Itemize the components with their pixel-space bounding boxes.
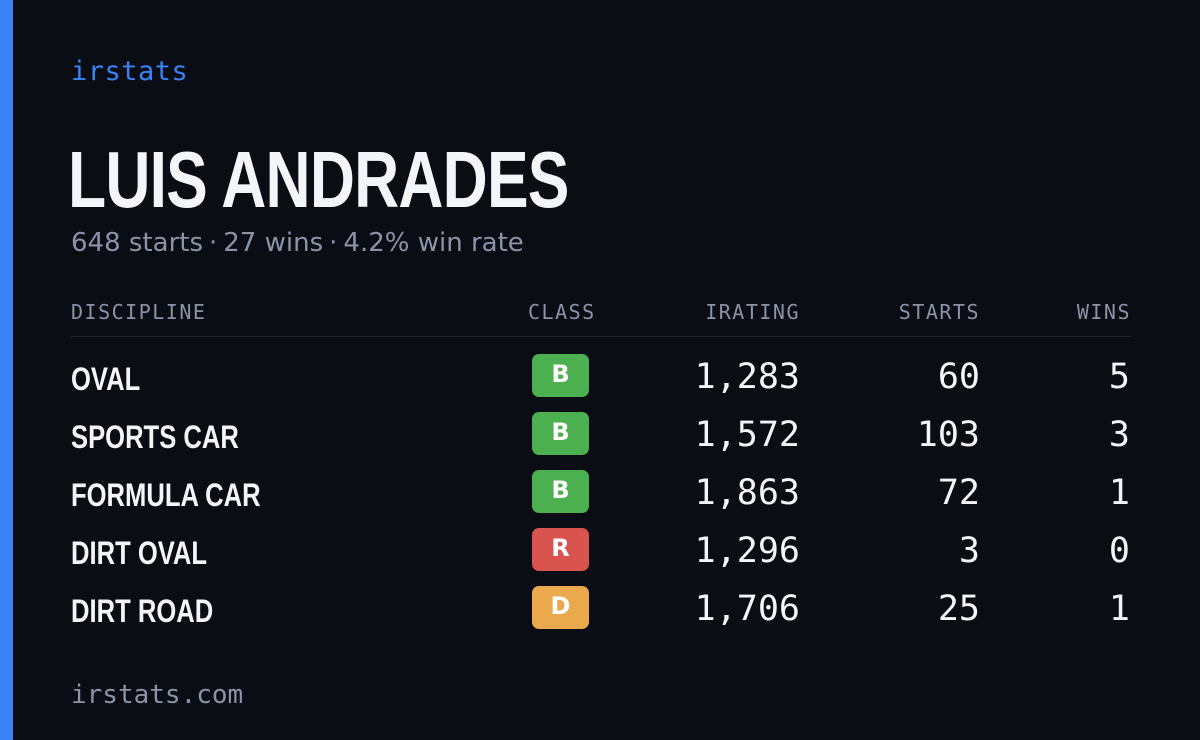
player-name: LUIS ANDRADES — [68, 135, 569, 224]
starts-value: 3 — [958, 531, 980, 571]
header-starts: STARTS — [898, 300, 980, 324]
footer-url: irstats.com — [71, 680, 244, 710]
table-header: DISCIPLINE CLASS IRATING STARTS WINS — [71, 296, 1131, 337]
class-badge: B — [532, 412, 589, 455]
irating-value: 1,863 — [694, 473, 800, 513]
table-row: OVAL B 1,283 60 5 — [71, 337, 1131, 397]
discipline-name: DIRT ROAD — [71, 593, 214, 629]
class-badge: D — [532, 586, 589, 629]
wins-value: 1 — [1108, 589, 1130, 629]
starts-summary: 648 starts — [71, 228, 203, 258]
player-summary: 648 starts · 27 wins · 4.2% win rate — [71, 228, 524, 258]
discipline-name: DIRT OVAL — [71, 535, 208, 571]
class-badge: B — [532, 354, 589, 397]
header-discipline: DISCIPLINE — [71, 300, 207, 324]
starts-value: 25 — [937, 589, 980, 629]
irating-value: 1,283 — [694, 357, 800, 397]
summary-separator: · — [329, 228, 338, 258]
table-row: SPORTS CAR B 1,572 103 3 — [71, 395, 1131, 455]
wins-value: 3 — [1108, 415, 1130, 455]
irating-value: 1,296 — [694, 531, 800, 571]
header-irating: IRATING — [705, 300, 800, 324]
summary-separator: · — [209, 228, 218, 258]
starts-value: 103 — [916, 415, 980, 455]
accent-bar — [0, 0, 13, 740]
win-rate-summary: 4.2% win rate — [343, 228, 524, 258]
class-badge: B — [532, 470, 589, 513]
wins-value: 5 — [1108, 357, 1130, 397]
irating-value: 1,706 — [694, 589, 800, 629]
discipline-table: DISCIPLINE CLASS IRATING STARTS WINS OVA… — [71, 296, 1131, 629]
starts-value: 72 — [937, 473, 980, 513]
starts-value: 60 — [937, 357, 980, 397]
irating-value: 1,572 — [694, 415, 800, 455]
wins-value: 1 — [1108, 473, 1130, 513]
header-class: CLASS — [528, 300, 596, 324]
table-row: DIRT ROAD D 1,706 25 1 — [71, 569, 1131, 629]
discipline-name: OVAL — [71, 361, 141, 397]
discipline-name: SPORTS CAR — [71, 419, 239, 455]
header-wins: WINS — [1076, 300, 1131, 324]
wins-summary: 27 wins — [223, 228, 324, 258]
table-row: DIRT OVAL R 1,296 3 0 — [71, 511, 1131, 571]
table-row: FORMULA CAR B 1,863 72 1 — [71, 453, 1131, 513]
class-badge: R — [532, 528, 589, 571]
wins-value: 0 — [1108, 531, 1130, 571]
discipline-name: FORMULA CAR — [71, 477, 261, 513]
brand-logo: irstats — [71, 56, 189, 87]
